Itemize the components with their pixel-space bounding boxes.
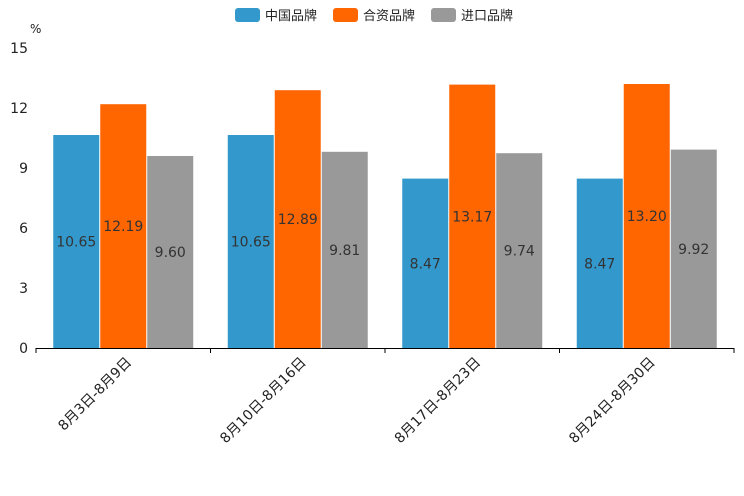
y-axis: 0 3 6 9 12 15 [10, 41, 28, 357]
y-tick-label-9: 9 [19, 161, 28, 177]
data-label-中国品牌-8月17日-8月23日: 8.47 [410, 256, 441, 272]
x-axis: 8月3日-8月9日 8月10日-8月16日 8月17日-8月23日 8月24日-8月3… [35, 348, 735, 447]
category-label-1: 8月10日-8月16日 [217, 355, 309, 447]
y-axis-unit-label: % [30, 22, 41, 36]
legend-label: 进口品牌 [461, 8, 513, 24]
data-label-中国品牌-8月3日-8月9日: 10.65 [56, 235, 96, 251]
y-tick-label-12: 12 [10, 101, 28, 117]
data-label-中国品牌-8月10日-8月16日: 10.65 [231, 235, 271, 251]
category-label-2: 8月17日-8月23日 [392, 355, 484, 447]
y-tick-label-3: 3 [19, 281, 28, 297]
data-label-进口品牌-8月3日-8月9日: 9.60 [155, 245, 186, 261]
legend-label: 合资品牌 [363, 8, 415, 24]
legend-swatch [431, 8, 456, 22]
bars: 10.65 12.19 9.60 10.65 12.89 9.81 8.47 13.17 9.7… [53, 84, 717, 348]
bar-进口品牌-8月17日-8月23日 [496, 153, 543, 348]
category-label-3: 8月24日-8月30日 [566, 355, 658, 447]
data-label-合资品牌-8月10日-8月16日: 12.89 [278, 212, 318, 228]
legend: 中国品牌 合资品牌 进口品牌 [235, 8, 513, 24]
bar-进口品牌-8月24日-8月30日 [670, 149, 717, 348]
y-tick-label-6: 6 [19, 221, 28, 237]
legend-label: 中国品牌 [265, 8, 317, 24]
legend-swatch [235, 8, 260, 22]
y-tick-label-15: 15 [10, 41, 28, 57]
y-tick-label-0: 0 [19, 341, 28, 357]
bar-中国品牌-8月10日-8月16日 [227, 135, 274, 348]
legend-item-合资品牌[interactable]: 合资品牌 [333, 8, 415, 24]
category-label-0: 8月3日-8月9日 [55, 355, 135, 435]
data-label-合资品牌-8月3日-8月9日: 12.19 [103, 219, 143, 235]
data-label-合资品牌-8月24日-8月30日: 13.20 [627, 209, 667, 225]
bar-合资品牌-8月3日-8月9日 [100, 104, 147, 348]
bar-合资品牌-8月10日-8月16日 [274, 90, 321, 348]
bar-中国品牌-8月3日-8月9日 [53, 135, 100, 348]
data-label-进口品牌-8月24日-8月30日: 9.92 [678, 242, 709, 258]
legend-swatch [333, 8, 358, 22]
bar-合资品牌-8月24日-8月30日 [623, 84, 670, 348]
bar-进口品牌-8月3日-8月9日 [147, 156, 194, 348]
bar-合资品牌-8月17日-8月23日 [449, 84, 496, 348]
data-label-进口品牌-8月10日-8月16日: 9.81 [329, 243, 360, 259]
data-label-合资品牌-8月17日-8月23日: 13.17 [452, 209, 492, 225]
bar-中国品牌-8月17日-8月23日 [402, 178, 449, 348]
bar-进口品牌-8月10日-8月16日 [321, 151, 368, 348]
legend-item-中国品牌[interactable]: 中国品牌 [235, 8, 317, 24]
data-label-中国品牌-8月24日-8月30日: 8.47 [584, 256, 615, 272]
bar-中国品牌-8月24日-8月30日 [576, 178, 623, 348]
legend-item-进口品牌[interactable]: 进口品牌 [431, 8, 513, 24]
data-label-进口品牌-8月17日-8月23日: 9.74 [504, 244, 535, 260]
